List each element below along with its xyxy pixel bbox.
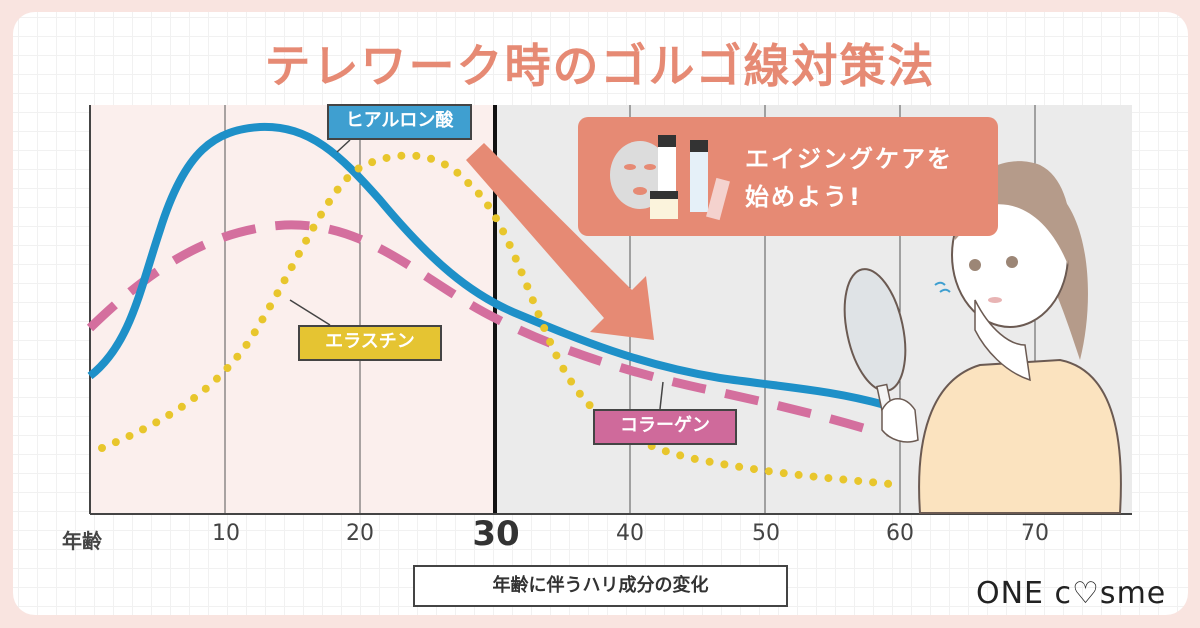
x-tick: 50 <box>752 521 780 546</box>
elastin-leader <box>289 299 331 326</box>
x-tick: 20 <box>346 521 374 546</box>
collagen-line <box>86 220 872 435</box>
hyaluronic-leader <box>336 139 351 153</box>
elastin-label: エラスチン <box>298 325 442 361</box>
x-tick: 40 <box>616 521 644 546</box>
skincare-products-icon <box>610 135 730 221</box>
callout-text: エイジングケアを 始めよう! <box>745 140 953 216</box>
x-tick-highlight: 30 <box>472 514 520 554</box>
brand-logo: ONE c♡sme <box>976 576 1167 611</box>
x-tick: 10 <box>212 521 240 546</box>
callout-line-2: 始めよう! <box>745 183 862 211</box>
woman-illustration <box>843 161 1122 514</box>
decline-arrow <box>466 143 654 340</box>
aging-care-callout <box>578 117 998 236</box>
hyaluronic-label: ヒアルロン酸 <box>327 104 472 140</box>
youth-region <box>91 105 495 513</box>
x-tick: 60 <box>886 521 914 546</box>
x-tick: 70 <box>1021 521 1049 546</box>
hyaluronic-line <box>87 122 887 409</box>
page-title: テレワーク時のゴルゴ線対策法 <box>264 39 936 93</box>
callout-line-1: エイジングケアを <box>745 145 953 173</box>
collagen-label: コラーゲン <box>593 409 737 445</box>
x-axis-label: 年齢 <box>62 529 102 553</box>
collagen-leader <box>659 381 664 410</box>
elastin-line <box>98 151 894 488</box>
chart-caption: 年齢に伴うハリ成分の変化 <box>413 565 788 607</box>
